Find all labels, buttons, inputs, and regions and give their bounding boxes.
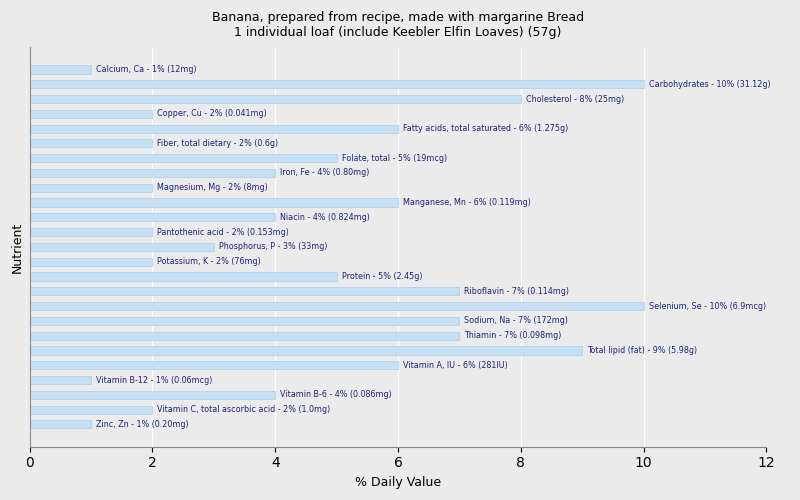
Bar: [30, 346, 582, 354]
Text: Cholesterol - 8% (25mg): Cholesterol - 8% (25mg): [526, 94, 624, 104]
Bar: [30, 258, 153, 266]
Text: Fiber, total dietary - 2% (0.6g): Fiber, total dietary - 2% (0.6g): [158, 139, 278, 148]
Bar: [30, 332, 459, 340]
Bar: [30, 420, 91, 428]
Text: Manganese, Mn - 6% (0.119mg): Manganese, Mn - 6% (0.119mg): [403, 198, 531, 207]
Bar: [30, 169, 275, 177]
Bar: [30, 361, 398, 370]
Text: Vitamin A, IU - 6% (281IU): Vitamin A, IU - 6% (281IU): [403, 360, 508, 370]
Text: Zinc, Zn - 1% (0.20mg): Zinc, Zn - 1% (0.20mg): [96, 420, 189, 429]
Text: Iron, Fe - 4% (0.80mg): Iron, Fe - 4% (0.80mg): [280, 168, 370, 177]
Text: Fatty acids, total saturated - 6% (1.275g): Fatty acids, total saturated - 6% (1.275…: [403, 124, 568, 133]
Bar: [30, 376, 91, 384]
Text: Phosphorus, P - 3% (33mg): Phosphorus, P - 3% (33mg): [218, 242, 327, 252]
Text: Selenium, Se - 10% (6.9mcg): Selenium, Se - 10% (6.9mcg): [649, 302, 766, 310]
Text: Riboflavin - 7% (0.114mg): Riboflavin - 7% (0.114mg): [464, 287, 570, 296]
Bar: [30, 80, 644, 88]
Text: Vitamin B-12 - 1% (0.06mcg): Vitamin B-12 - 1% (0.06mcg): [96, 376, 212, 384]
Bar: [30, 272, 337, 280]
Bar: [30, 110, 153, 118]
Bar: [30, 406, 153, 413]
Text: Magnesium, Mg - 2% (8mg): Magnesium, Mg - 2% (8mg): [158, 184, 268, 192]
Bar: [30, 184, 153, 192]
Bar: [30, 243, 214, 251]
Text: Protein - 5% (2.45g): Protein - 5% (2.45g): [342, 272, 422, 281]
Bar: [30, 317, 459, 325]
Bar: [30, 302, 644, 310]
Bar: [30, 214, 275, 222]
Text: Thiamin - 7% (0.098mg): Thiamin - 7% (0.098mg): [464, 331, 562, 340]
X-axis label: % Daily Value: % Daily Value: [355, 476, 441, 489]
Text: Copper, Cu - 2% (0.041mg): Copper, Cu - 2% (0.041mg): [158, 110, 267, 118]
Bar: [30, 66, 91, 74]
Bar: [30, 198, 398, 206]
Text: Niacin - 4% (0.824mg): Niacin - 4% (0.824mg): [280, 213, 370, 222]
Text: Carbohydrates - 10% (31.12g): Carbohydrates - 10% (31.12g): [649, 80, 770, 88]
Text: Vitamin B-6 - 4% (0.086mg): Vitamin B-6 - 4% (0.086mg): [280, 390, 392, 400]
Bar: [30, 95, 521, 103]
Bar: [30, 154, 337, 162]
Title: Banana, prepared from recipe, made with margarine Bread
1 individual loaf (inclu: Banana, prepared from recipe, made with …: [212, 11, 584, 39]
Bar: [30, 228, 153, 236]
Text: Calcium, Ca - 1% (12mg): Calcium, Ca - 1% (12mg): [96, 65, 197, 74]
Bar: [30, 124, 398, 132]
Bar: [30, 287, 459, 296]
Y-axis label: Nutrient: Nutrient: [11, 222, 24, 272]
Text: Total lipid (fat) - 9% (5.98g): Total lipid (fat) - 9% (5.98g): [587, 346, 698, 355]
Text: Vitamin C, total ascorbic acid - 2% (1.0mg): Vitamin C, total ascorbic acid - 2% (1.0…: [158, 405, 330, 414]
Text: Potassium, K - 2% (76mg): Potassium, K - 2% (76mg): [158, 257, 261, 266]
Bar: [30, 390, 275, 399]
Text: Sodium, Na - 7% (172mg): Sodium, Na - 7% (172mg): [464, 316, 568, 326]
Text: Pantothenic acid - 2% (0.153mg): Pantothenic acid - 2% (0.153mg): [158, 228, 290, 236]
Bar: [30, 140, 153, 147]
Text: Folate, total - 5% (19mcg): Folate, total - 5% (19mcg): [342, 154, 446, 162]
